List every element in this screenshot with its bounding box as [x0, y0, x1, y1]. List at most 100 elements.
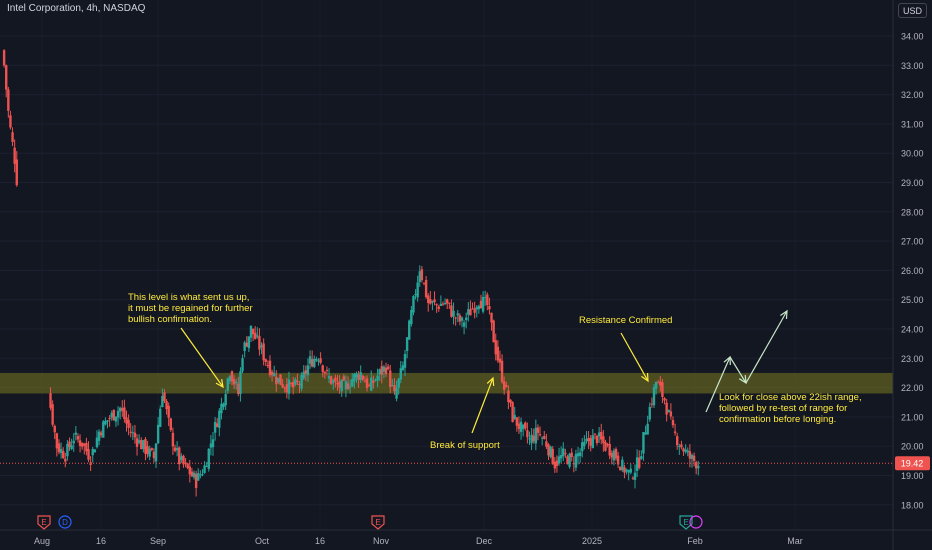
arrow-head: [486, 376, 495, 387]
x-tick-label: Aug: [34, 536, 50, 546]
candle-body: [13, 147, 16, 164]
candle-body: [7, 89, 10, 111]
candle-body: [572, 463, 576, 465]
x-tick-label: Dec: [476, 536, 493, 546]
candle-body: [116, 410, 120, 418]
candle-body: [678, 446, 681, 448]
candle-body: [171, 432, 175, 447]
x-tick-label: Sep: [150, 536, 166, 546]
annotation-text: Look for close above 22ish range, followe…: [719, 392, 862, 425]
candle-body: [346, 383, 350, 390]
candle-body: [477, 305, 481, 310]
candle-body: [110, 412, 113, 418]
candle-body: [401, 365, 405, 370]
candle-body: [306, 365, 310, 376]
candle-body: [614, 449, 618, 459]
y-tick-label: 32.00: [901, 90, 924, 100]
event-marker-label: E: [375, 518, 380, 527]
candle-body: [270, 371, 274, 376]
candle-body: [289, 383, 293, 385]
candle-body: [224, 394, 227, 406]
candle-body: [125, 417, 128, 424]
candle-body: [591, 435, 594, 449]
candle-body: [249, 325, 253, 338]
candle-body: [528, 438, 531, 440]
candle-body: [264, 359, 267, 363]
candle-body: [287, 379, 291, 394]
candle-body: [239, 371, 242, 394]
candle-body: [163, 392, 166, 401]
arrow-head: [641, 372, 649, 383]
candle-body: [593, 433, 597, 435]
candle-body: [389, 370, 392, 388]
candle-body: [452, 310, 455, 317]
candle-body: [251, 328, 255, 335]
candle-body: [631, 477, 635, 479]
candle-body: [465, 317, 468, 321]
candle-body: [372, 380, 375, 383]
candle-body: [397, 378, 400, 388]
candle-body: [604, 442, 607, 451]
candle-body: [697, 465, 700, 469]
candle-body: [355, 373, 358, 378]
candle-body: [315, 358, 318, 361]
candle-body: [513, 415, 516, 419]
candle-body: [583, 441, 586, 446]
candle-body: [329, 376, 333, 384]
candle-body: [340, 379, 343, 392]
candle-body: [192, 472, 196, 478]
candle-body: [589, 438, 592, 446]
candle-body: [671, 420, 675, 426]
candle-body: [304, 370, 308, 374]
candle-body: [650, 403, 654, 405]
y-axis[interactable]: 34.00 33.00 32.00 31.00 30.00 29.00 28.00 27.00…: [892, 0, 924, 550]
candle-body: [543, 436, 546, 439]
candle-body: [429, 299, 432, 304]
candle-body: [408, 320, 411, 340]
candle-body: [334, 377, 337, 382]
candle-body: [66, 443, 69, 457]
candle-body: [378, 369, 381, 375]
y-tick-label: 19.00: [901, 471, 924, 481]
candle-body: [676, 436, 679, 446]
candle-body: [635, 457, 639, 471]
y-tick-label: 27.00: [901, 237, 924, 247]
candle-body: [435, 304, 438, 306]
earnings-marker: [371, 515, 385, 530]
candle-body: [203, 465, 206, 473]
candle-body: [403, 354, 407, 368]
candle-body: [363, 381, 367, 383]
candle-body: [106, 420, 109, 422]
candle-body: [578, 452, 582, 457]
candle-body: [199, 474, 202, 476]
candle-body: [296, 380, 299, 383]
currency-button[interactable]: USD: [898, 3, 927, 18]
candle-body: [494, 340, 497, 355]
candle-body: [439, 303, 443, 306]
candle-body: [9, 115, 12, 128]
candle-body: [486, 294, 489, 306]
candle-body: [376, 375, 379, 381]
x-axis[interactable]: Aug 16 Sep Oct 16 Nov Dec 2025 Feb Mar: [0, 529, 932, 546]
candle-body: [498, 358, 502, 363]
candle-body: [118, 407, 122, 412]
annotation-text: Resistance Confirmed: [579, 315, 672, 326]
event-marker-label: E: [41, 518, 46, 527]
candle-body: [53, 425, 56, 433]
candle-body: [237, 383, 240, 394]
candle-body: [64, 458, 67, 462]
candle-body: [159, 408, 162, 427]
candle-body: [321, 365, 324, 372]
candle-body: [135, 438, 139, 447]
candle-body: [661, 382, 664, 397]
candle-body: [59, 449, 63, 453]
candle-body: [85, 442, 88, 452]
annotation-arrows: [180, 309, 788, 434]
arrow-shaft: [620, 332, 649, 382]
arrow-shaft: [745, 310, 788, 384]
candle-body: [507, 390, 510, 402]
candle-body: [74, 432, 78, 435]
candle-body: [108, 418, 111, 420]
